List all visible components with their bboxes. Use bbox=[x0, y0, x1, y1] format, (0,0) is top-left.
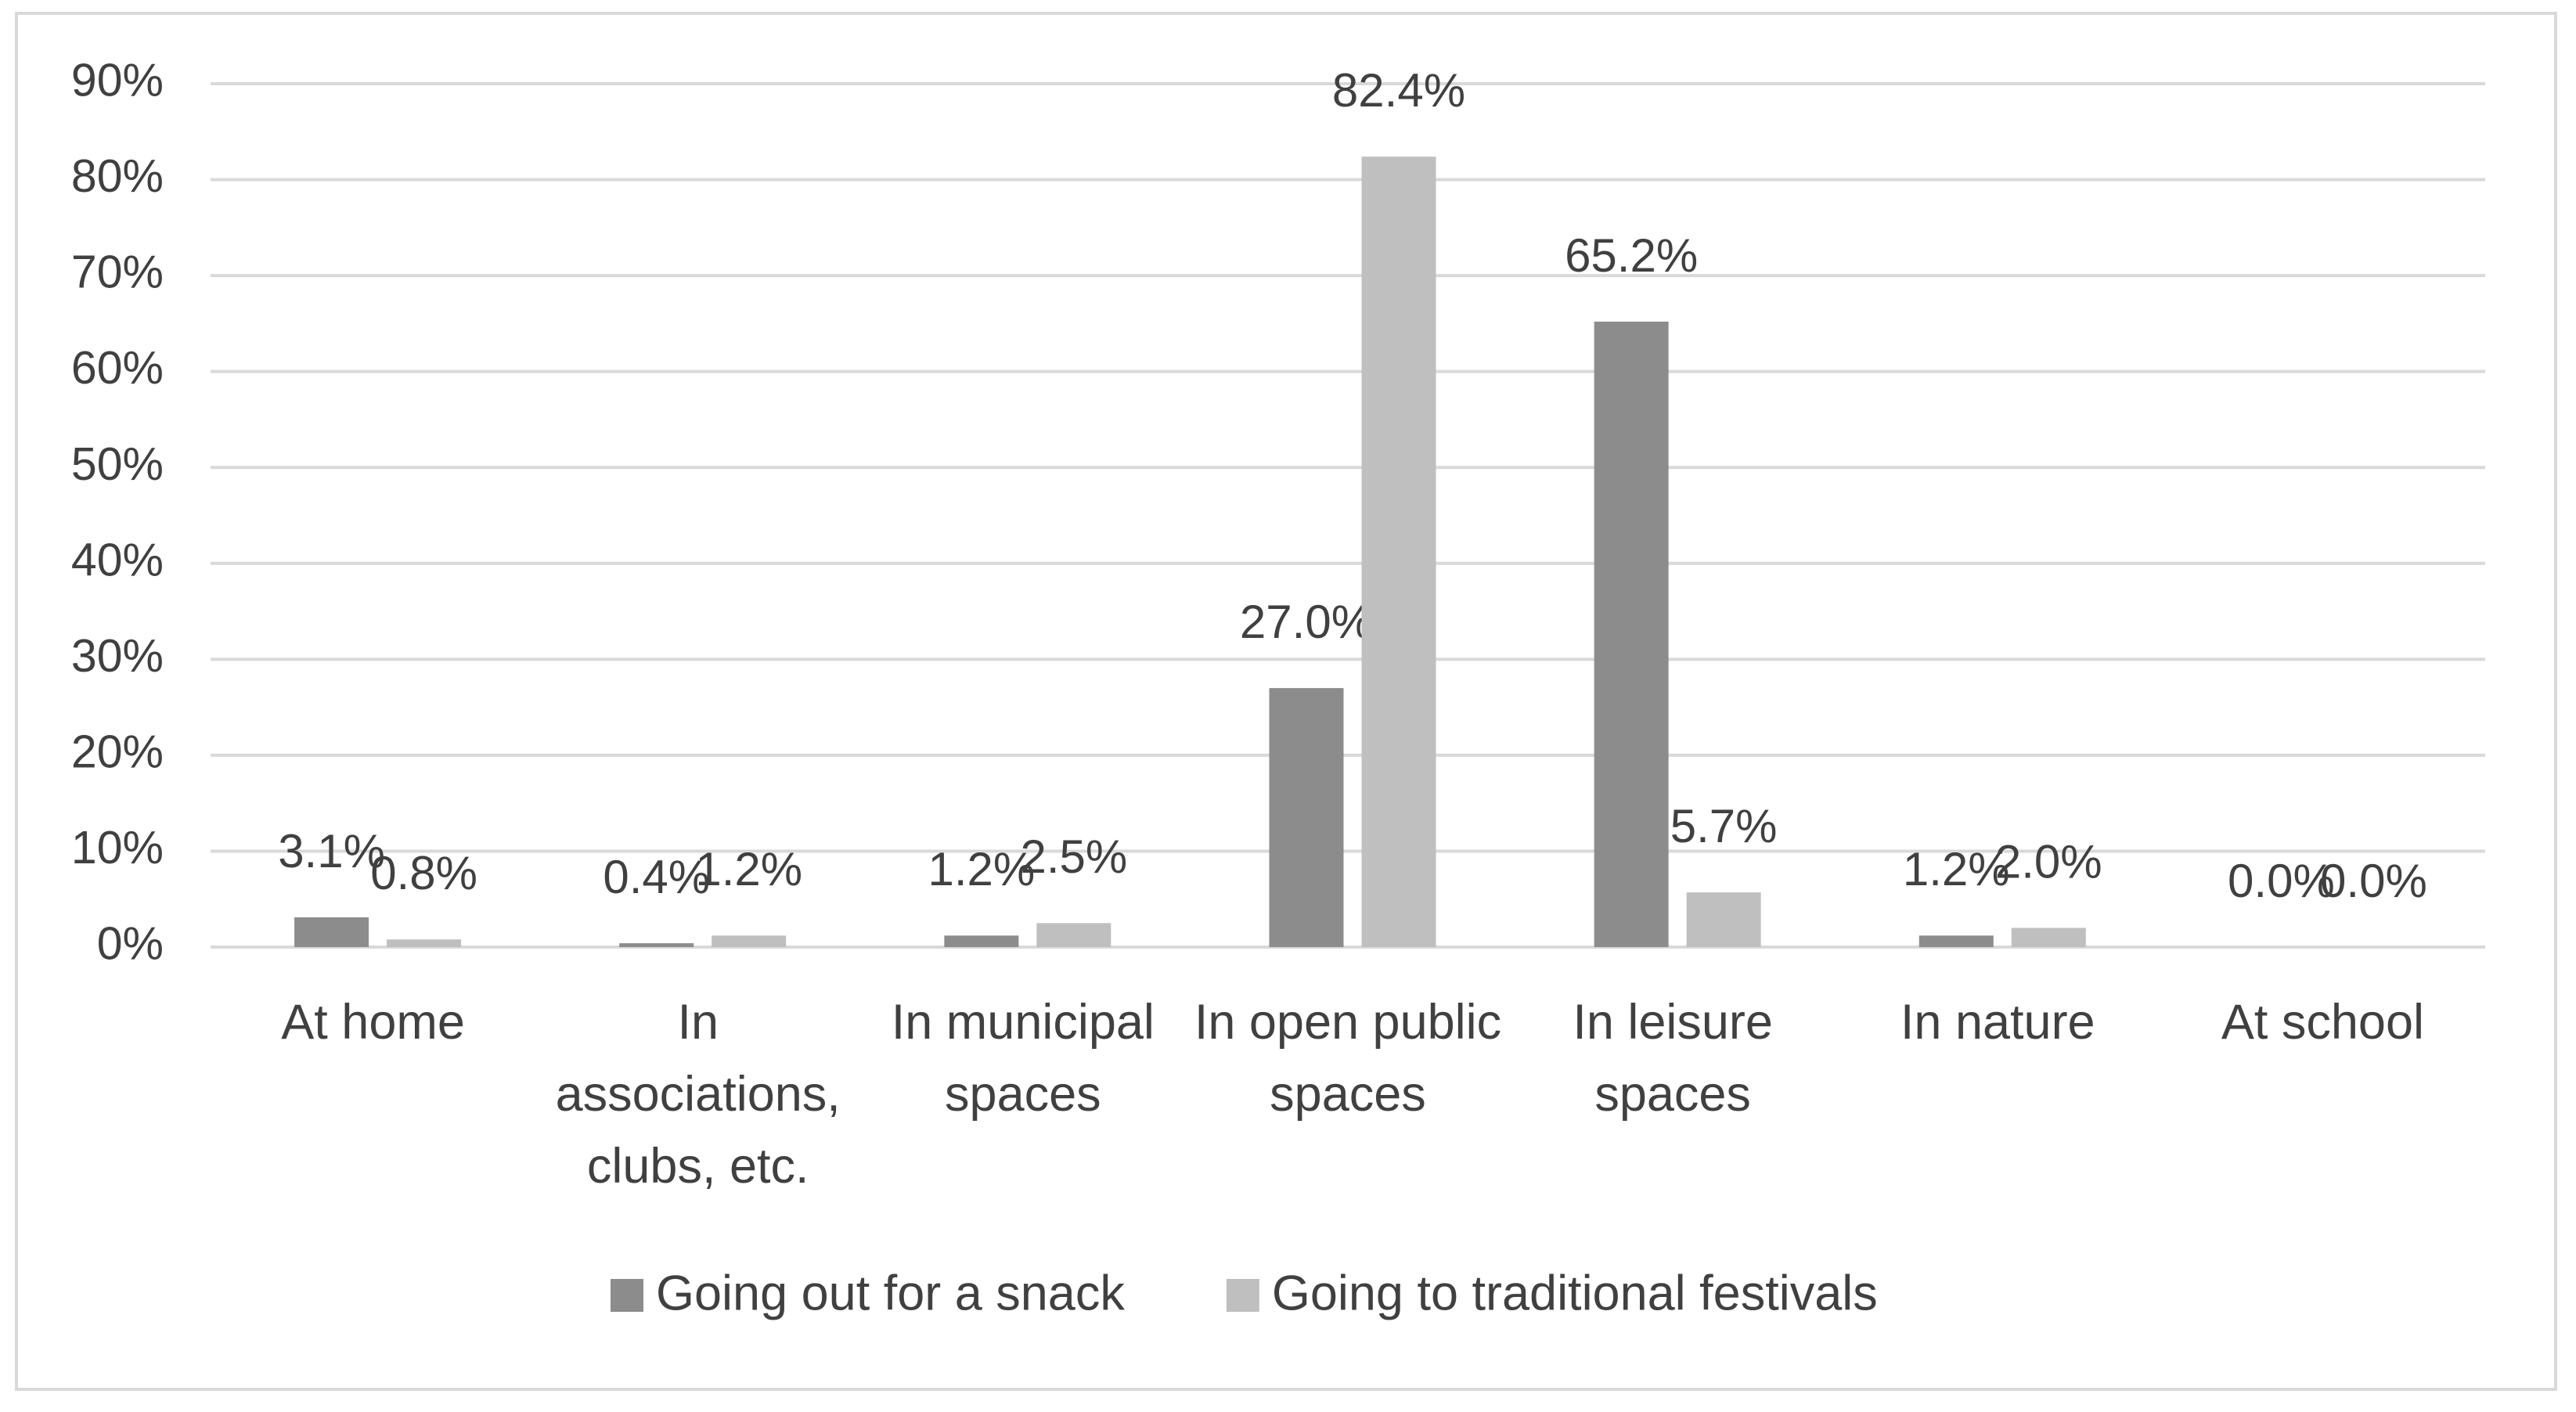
data-label: 0.0% bbox=[2320, 855, 2427, 907]
data-label: 1.2% bbox=[695, 843, 802, 895]
y-tick-label: 90% bbox=[71, 55, 164, 106]
bar bbox=[387, 939, 462, 947]
bar bbox=[712, 935, 787, 947]
data-label: 0.4% bbox=[603, 851, 710, 903]
data-label: 5.7% bbox=[1670, 800, 1778, 852]
x-tick-label: In leisure spaces bbox=[1573, 995, 1773, 1122]
data-label: 2.0% bbox=[1995, 835, 2102, 888]
x-tick-label: At school bbox=[2221, 995, 2424, 1050]
y-tick-label: 80% bbox=[71, 150, 164, 202]
bar bbox=[1269, 688, 1344, 947]
bar bbox=[1918, 935, 1994, 947]
data-label: 82.4% bbox=[1332, 64, 1465, 117]
y-tick-label: 50% bbox=[71, 438, 164, 490]
y-tick-label: 60% bbox=[71, 342, 164, 394]
y-tick-label: 40% bbox=[71, 534, 164, 585]
x-tick-label: In nature bbox=[1900, 995, 2095, 1050]
legend-swatch bbox=[1226, 1279, 1259, 1312]
bar bbox=[1594, 321, 1669, 948]
data-label: 65.2% bbox=[1565, 229, 1698, 282]
data-label: 2.5% bbox=[1020, 830, 1127, 883]
y-tick-label: 0% bbox=[97, 918, 164, 970]
x-tick-label: In open public spaces bbox=[1194, 995, 1502, 1122]
x-tick-label: At home bbox=[281, 995, 465, 1050]
bar bbox=[619, 943, 694, 947]
bar bbox=[1036, 923, 1111, 947]
y-tick-label: 30% bbox=[71, 630, 164, 682]
legend-label: Going out for a snack bbox=[656, 1266, 1125, 1321]
bar bbox=[1361, 157, 1436, 948]
data-label: 1.2% bbox=[1903, 843, 2010, 895]
data-label: 0.0% bbox=[2228, 855, 2335, 907]
bar bbox=[2011, 928, 2086, 947]
x-tick-label: In associations, clubs, etc. bbox=[555, 995, 841, 1194]
y-tick-label: 20% bbox=[71, 726, 164, 777]
legend-label: Going to traditional festivals bbox=[1272, 1266, 1878, 1321]
data-label: 27.0% bbox=[1240, 596, 1373, 648]
bar bbox=[944, 935, 1019, 947]
x-tick-label: In municipal spaces bbox=[891, 995, 1155, 1122]
bar bbox=[294, 917, 369, 947]
y-tick-label: 10% bbox=[71, 822, 164, 873]
data-label: 1.2% bbox=[928, 843, 1035, 895]
bar bbox=[1686, 892, 1761, 947]
y-tick-label: 70% bbox=[71, 247, 164, 298]
legend-swatch bbox=[611, 1279, 643, 1312]
data-label: 3.1% bbox=[278, 825, 385, 877]
data-label: 0.8% bbox=[370, 847, 477, 899]
